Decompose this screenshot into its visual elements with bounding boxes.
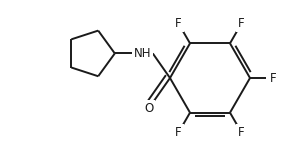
Text: F: F [175, 126, 182, 139]
Text: F: F [238, 126, 245, 139]
Text: O: O [144, 102, 154, 115]
Text: F: F [175, 17, 182, 30]
Text: NH: NH [134, 47, 152, 60]
Text: F: F [270, 71, 276, 84]
Text: F: F [238, 17, 245, 30]
